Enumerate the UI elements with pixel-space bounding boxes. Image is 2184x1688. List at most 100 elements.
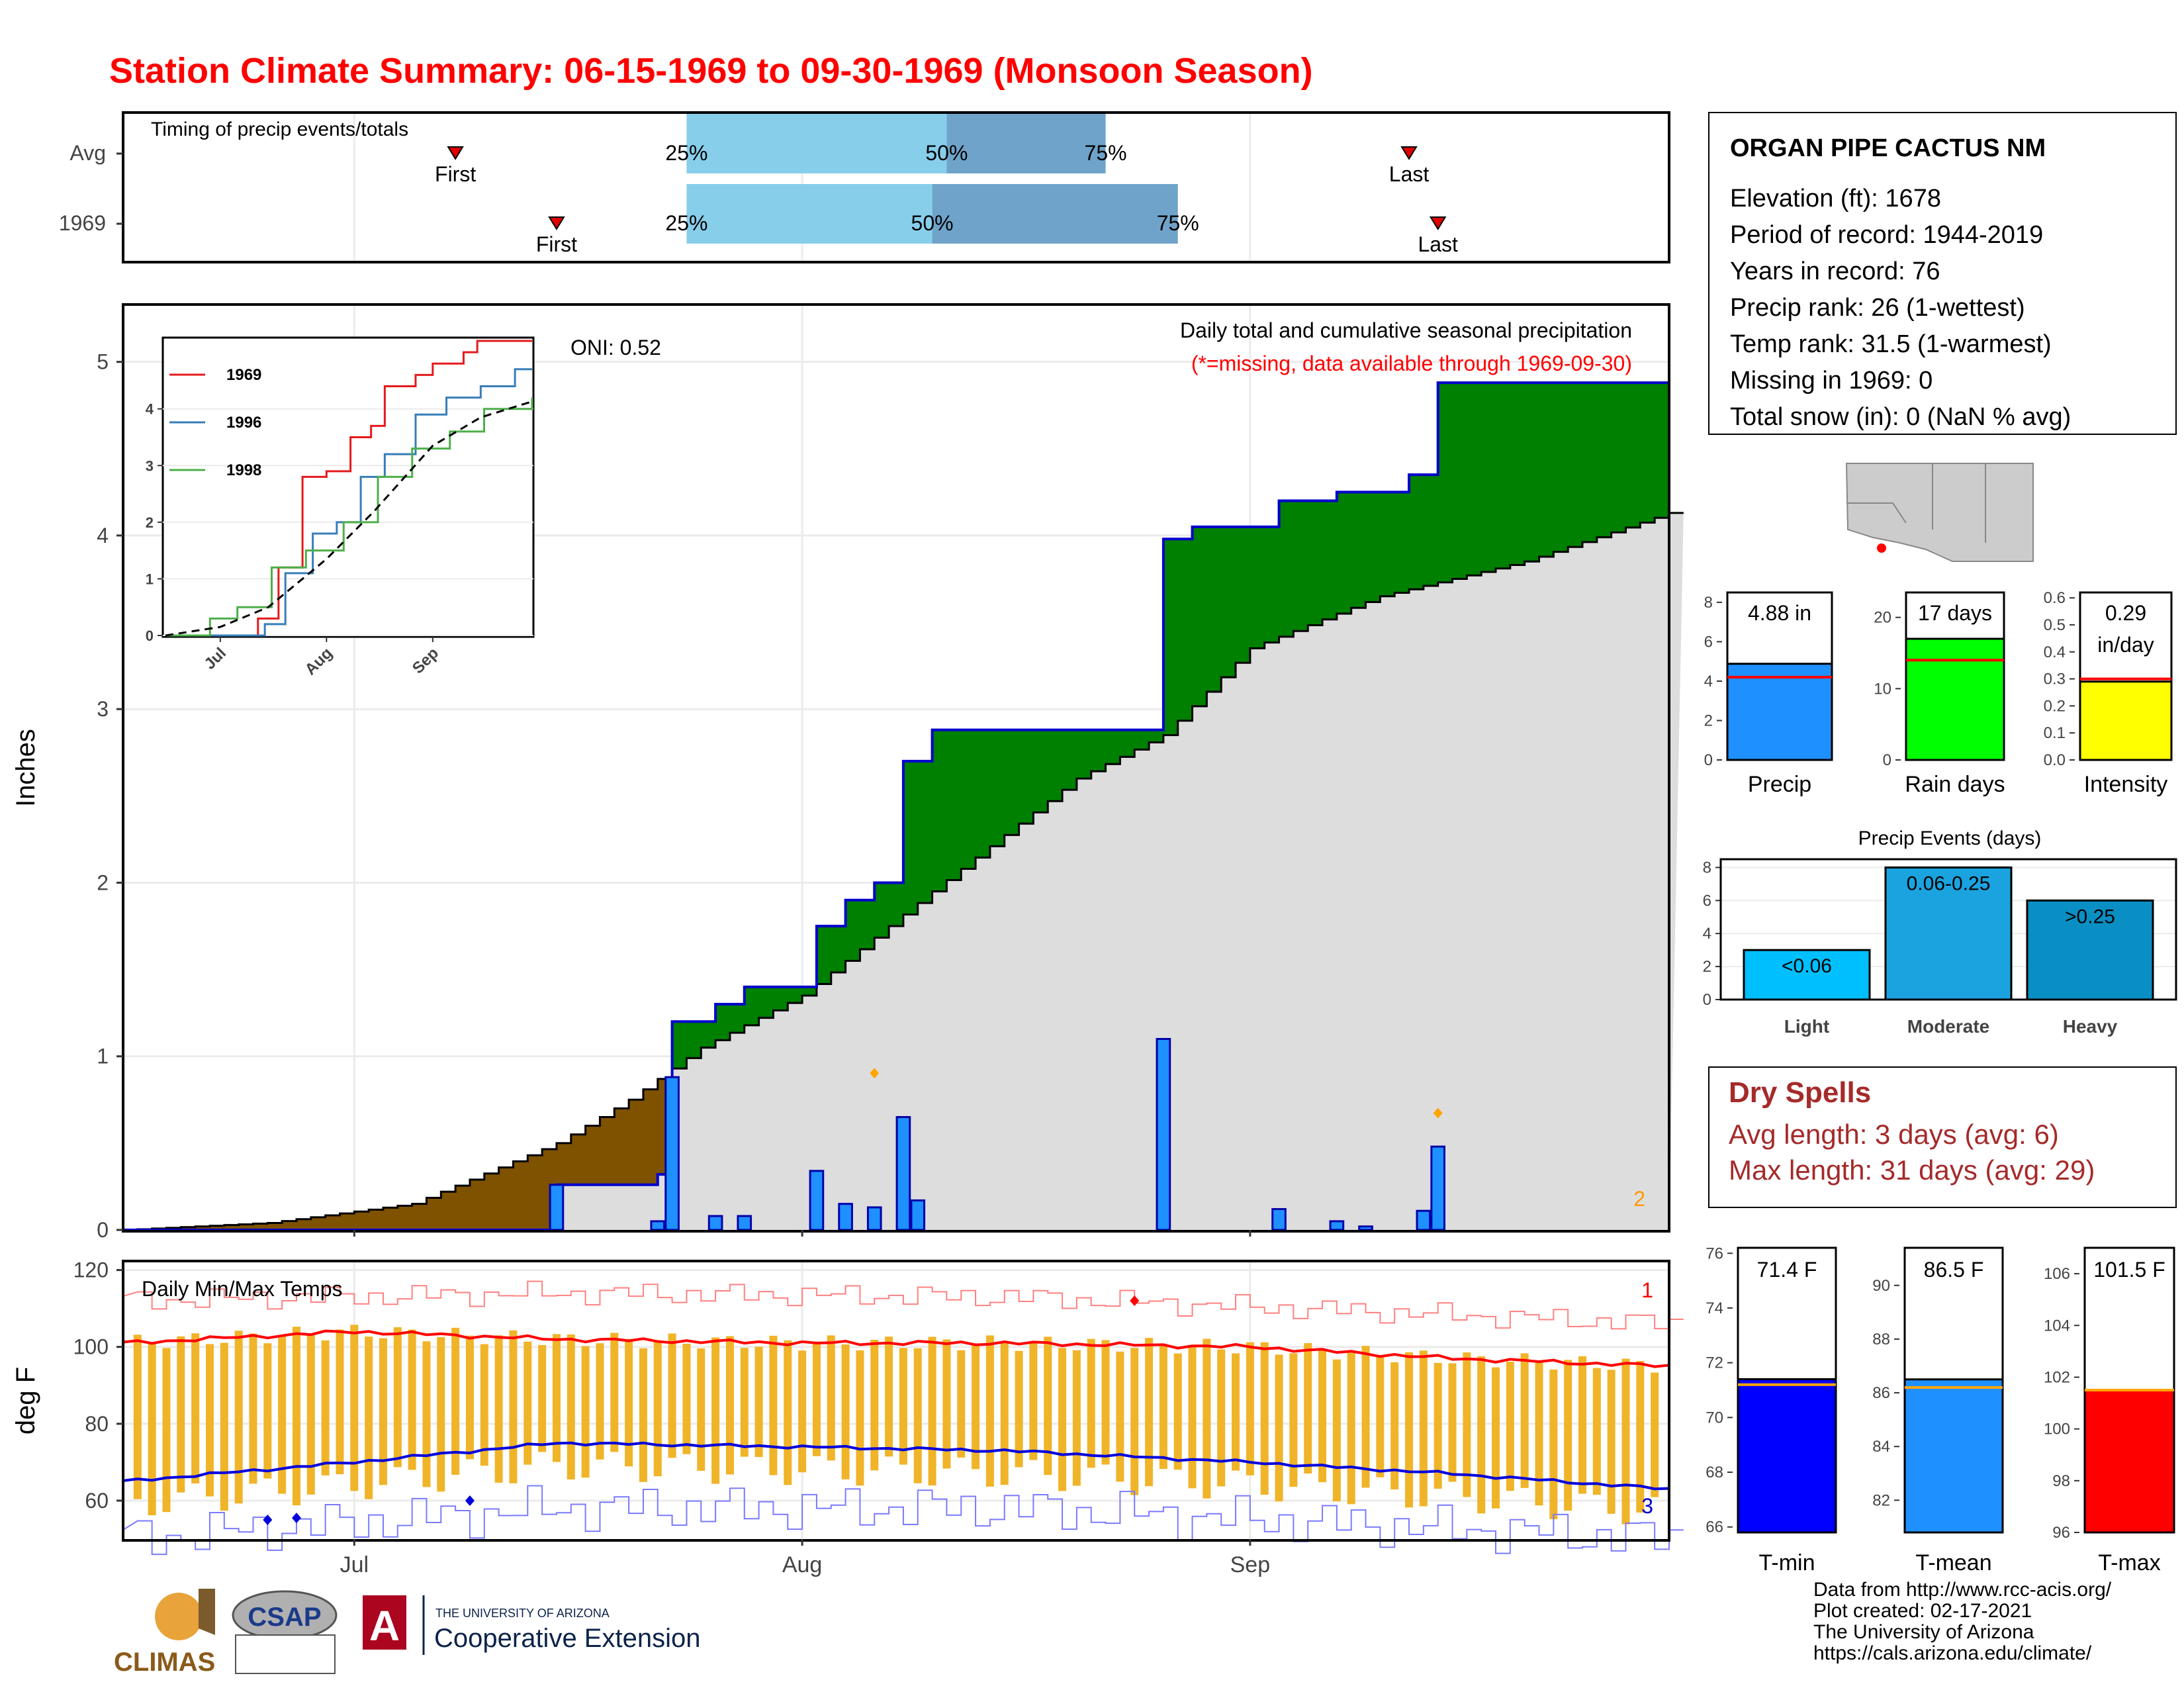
events-y-tick-label: 4 (1703, 925, 1711, 943)
cumulative-anomaly-day (426, 1197, 441, 1230)
summary-bar-value (1905, 637, 2005, 761)
csap-logo: CSAP (232, 1590, 338, 1674)
inset-legend-label-1996: 1996 (226, 414, 261, 432)
temp-daily-bar (162, 1348, 171, 1513)
temp-daily-bar (451, 1327, 460, 1475)
inset-legend-label-1969: 1969 (226, 366, 261, 384)
cumulative-anomaly-day (903, 761, 919, 915)
cumulative-anomaly-day (629, 1100, 644, 1185)
temp-daily-bar (711, 1337, 720, 1484)
temp-daily-bar (957, 1350, 966, 1458)
cumulative-anomaly-day (1553, 383, 1569, 552)
cumulative-anomaly-day (1467, 383, 1482, 576)
summary-bar-raindays: 0 10 20 17 days Rain days (1874, 591, 2005, 797)
cumulative-anomaly-day (1539, 383, 1554, 557)
events-panel: Precip Events (days) <0.06 Light 0.06-0.25… (1703, 827, 2177, 1037)
record-low-marker (465, 1495, 475, 1506)
temp-daily-bar (1376, 1356, 1385, 1477)
cumulative-anomaly-day (831, 926, 846, 972)
temp-daily-bar (336, 1329, 344, 1475)
record-low-marker (291, 1513, 301, 1524)
summary-y-tick-label: 0 (1704, 751, 1713, 769)
temp-summary-value (1737, 1378, 1837, 1534)
temp-summary-y-tick-label: 102 (2044, 1368, 2070, 1386)
events-y-tick-label: 8 (1703, 859, 1711, 876)
temp-daily-bar (928, 1336, 936, 1486)
cumulative-anomaly-day (1596, 383, 1612, 538)
temp-daily-bar (740, 1348, 749, 1457)
precip-y-tick-label: 2 (97, 870, 109, 894)
precip-missing-note: (*=missing, data available through 1969-… (1191, 352, 1632, 375)
cumulative-anomaly-day (1076, 729, 1092, 779)
cumulative-anomaly-day (773, 986, 788, 1011)
inset-line-1998 (165, 397, 533, 637)
summary-bar-intensity: 0.0 0.1 0.2 0.3 0.4 0.5 0.6 0.29 in/day Intensity (2044, 589, 2173, 797)
precip-y-label: Inches (11, 729, 40, 807)
temp-summary-y-tick-label: 106 (2044, 1265, 2070, 1283)
temp-summary-label: T-max (2098, 1550, 2160, 1575)
cumulative-anomaly-day (686, 1021, 702, 1058)
cumulative-anomaly-day (1236, 526, 1251, 663)
temp-summary-y-tick-label: 82 (1872, 1491, 1890, 1509)
temp-daily-bar (625, 1338, 633, 1467)
temp-daily-bar (1607, 1370, 1615, 1514)
climas-text: CLIMAS (114, 1648, 215, 1677)
summary-bar-label: Rain days (1905, 772, 2005, 797)
temp-daily-bar (1463, 1352, 1471, 1497)
temp-daily-bar (538, 1344, 547, 1452)
events-plot-frame (1719, 858, 2177, 1001)
summary-bar-value (1726, 663, 1833, 761)
temp-panel-frame (122, 1260, 1670, 1542)
temp-daily-bar (234, 1331, 243, 1504)
temp-daily-bar (177, 1336, 185, 1493)
cumulative-anomaly-day (325, 1215, 341, 1230)
cumulative-anomaly-day (1625, 383, 1641, 528)
temp-daily-bar (668, 1333, 676, 1458)
cumulative-anomaly-day (1365, 492, 1381, 602)
cumulative-anomaly-day (1481, 383, 1496, 573)
missing-count: 2 (1633, 1187, 1645, 1211)
timing-label-25: 25% (665, 211, 707, 235)
precip-panel: 0 1 2 3 4 5 Inches Daily total and cumulative… (11, 303, 1684, 1242)
temp-daily-bar (1651, 1372, 1659, 1497)
temp-summary-tmin: 66 68 70 72 74 76 71.4 F T-min (1706, 1244, 1837, 1575)
timing-label-25: 25% (665, 141, 707, 165)
cumulative-anomaly-day (1394, 492, 1410, 593)
precip-note: Daily total and cumulative seasonal prec… (1180, 318, 1632, 342)
cumulative-anomaly-day (585, 1125, 601, 1185)
cumulative-anomaly-day (758, 986, 774, 1018)
summary-bar-label: Intensity (2084, 772, 2168, 797)
temp-daily-bar (899, 1348, 907, 1465)
credit-line-university: The University of Arizona (1813, 1621, 2034, 1643)
timing-row-label: Avg (69, 141, 106, 165)
summary-y-tick-label: 10 (1874, 680, 1891, 698)
temp-daily-bar (422, 1341, 431, 1487)
temp-daily-bar (596, 1343, 604, 1460)
cumulative-anomaly-day (1221, 526, 1236, 678)
summary-y-tick-label: 0.5 (2044, 616, 2066, 634)
temp-summary-y-tick-label: 90 (1872, 1277, 1890, 1295)
temp-daily-bar (1304, 1343, 1312, 1474)
daily-precip-bar (895, 1116, 911, 1231)
temp-daily-bar (379, 1338, 387, 1485)
summary-bar-value-text: 0.29 (2105, 601, 2146, 625)
csap-text: CSAP (248, 1603, 321, 1632)
temp-summary-y-tick-label: 86 (1872, 1384, 1890, 1402)
page-title: Station Climate Summary: 06-15-1969 to 0… (109, 51, 1313, 91)
csap-base (235, 1634, 336, 1674)
summary-y-tick-label: 8 (1704, 594, 1713, 612)
temp-y-tick-label: 80 (85, 1412, 109, 1436)
summary-y-tick-label: 0.1 (2044, 724, 2066, 742)
temp-summary-value-text: 101.5 F (2093, 1258, 2165, 1282)
events-bar (2026, 899, 2154, 1001)
dry-spells-box: Dry Spells Avg length: 3 days (avg: 6) M… (1708, 1066, 2177, 1208)
cumulative-anomaly-day (1423, 475, 1439, 586)
temp-summary-value-text: 86.5 F (1924, 1258, 1984, 1282)
temp-y-tick-label: 60 (85, 1489, 109, 1513)
temp-daily-bar (1173, 1353, 1182, 1470)
record-min-line (122, 1485, 1684, 1556)
temp-daily-bar (1087, 1338, 1095, 1468)
station-info-box: ORGAN PIPE CACTUS NM Elevation (ft): 167… (1708, 112, 2177, 435)
events-chart: <0.06 Light 0.06-0.25 Moderate >0.25 Heavy 0 2 4… (1703, 858, 2177, 1037)
